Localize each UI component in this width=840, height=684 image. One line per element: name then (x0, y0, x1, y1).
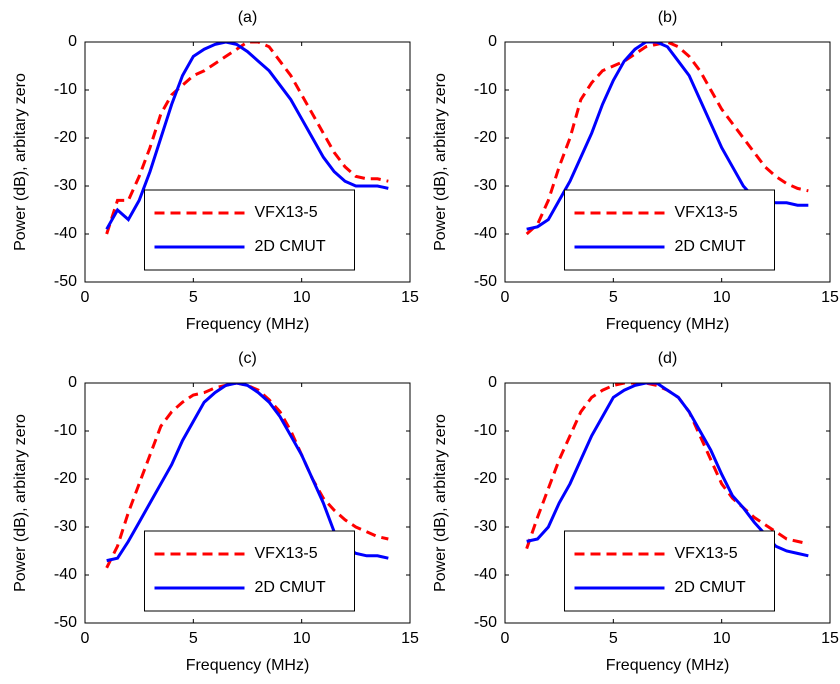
y-tick-label: 0 (488, 33, 497, 50)
series-line (525, 383, 809, 550)
y-tick-label: -40 (54, 566, 77, 583)
y-tick-label: -50 (54, 614, 77, 631)
legend-label: VFX13-5 (255, 545, 318, 562)
x-axis-label: Frequency (MHz) (186, 657, 310, 674)
axes-box (84, 382, 411, 624)
x-tick-label: 15 (401, 289, 419, 306)
x-tick-label: 0 (81, 289, 90, 306)
subplot-title: (d) (658, 350, 678, 367)
legend: VFX13-5 2D CMUT (564, 189, 775, 271)
legend-box (144, 189, 355, 271)
subplot: (a) Frequency (MHz) Power (dB), arbitary z… (12, 9, 419, 333)
x-tick-label: 10 (293, 630, 311, 647)
legend-label: 2D CMUT (255, 238, 326, 255)
y-tick-label: -20 (474, 470, 497, 487)
legend-label: VFX13-5 (255, 204, 318, 221)
subplot: (b) Frequency (MHz) Power (dB), arbitary z… (432, 9, 839, 333)
y-tick-label: 0 (68, 33, 77, 50)
y-tick-label: -40 (54, 225, 77, 242)
x-tick-label: 5 (609, 630, 618, 647)
y-tick-label: -20 (54, 470, 77, 487)
y-tick-label: -50 (54, 273, 77, 290)
legend-label: 2D CMUT (675, 238, 746, 255)
y-tick-label: -20 (54, 129, 77, 146)
legend-label: VFX13-5 (675, 204, 738, 221)
subplot: (c) Frequency (MHz) Power (dB), arbitary z… (12, 350, 419, 674)
legend: VFX13-5 2D CMUT (144, 189, 355, 271)
y-tick-label: -20 (474, 129, 497, 146)
legend-label: 2D CMUT (255, 579, 326, 596)
series-line (105, 383, 389, 569)
x-tick-label: 15 (821, 630, 839, 647)
axes-box (84, 41, 411, 283)
subplot-title: (b) (658, 9, 678, 26)
x-tick-label: 0 (501, 630, 510, 647)
y-axis-label: Power (dB), arbitary zero (12, 414, 29, 592)
y-tick-label: -10 (474, 81, 497, 98)
x-axis-label: Frequency (MHz) (606, 316, 730, 333)
legend-box (144, 530, 355, 612)
axes-box (504, 382, 831, 624)
y-tick-label: -30 (474, 177, 497, 194)
x-axis-label: Frequency (MHz) (606, 657, 730, 674)
y-tick-label: -50 (474, 614, 497, 631)
subplot: (d) Frequency (MHz) Power (dB), arbitary z… (432, 350, 839, 674)
x-tick-label: 0 (81, 630, 90, 647)
x-tick-label: 15 (821, 289, 839, 306)
y-axis-label: Power (dB), arbitary zero (432, 73, 449, 251)
legend-box (564, 530, 775, 612)
subplot-title: (c) (238, 350, 257, 367)
x-tick-label: 15 (401, 630, 419, 647)
legend: VFX13-5 2D CMUT (564, 530, 775, 612)
legend: VFX13-5 2D CMUT (144, 530, 355, 612)
legend-label: 2D CMUT (675, 579, 746, 596)
y-tick-label: -40 (474, 566, 497, 583)
y-tick-label: -50 (474, 273, 497, 290)
y-tick-label: 0 (68, 374, 77, 391)
legend-label: VFX13-5 (675, 545, 738, 562)
y-tick-label: -30 (54, 518, 77, 535)
subplot-title: (a) (238, 9, 258, 26)
y-tick-label: -40 (474, 225, 497, 242)
y-tick-label: -30 (474, 518, 497, 535)
y-tick-label: -10 (54, 422, 77, 439)
x-axis-label: Frequency (MHz) (186, 316, 310, 333)
series-line (105, 42, 389, 230)
x-tick-label: 5 (189, 630, 198, 647)
x-tick-label: 10 (713, 289, 731, 306)
series-line (526, 383, 809, 558)
y-tick-label: -10 (474, 422, 497, 439)
axes-box (504, 41, 831, 283)
y-axis-label: Power (dB), arbitary zero (432, 414, 449, 592)
series-line (525, 42, 809, 236)
x-tick-label: 0 (501, 289, 510, 306)
x-tick-label: 5 (189, 289, 198, 306)
y-tick-label: -30 (54, 177, 77, 194)
x-tick-label: 10 (713, 630, 731, 647)
series-line (105, 42, 389, 235)
y-axis-label: Power (dB), arbitary zero (12, 73, 29, 251)
y-tick-label: -10 (54, 81, 77, 98)
y-tick-label: 0 (488, 374, 497, 391)
legend-box (564, 189, 775, 271)
x-tick-label: 5 (609, 289, 618, 306)
x-tick-label: 10 (293, 289, 311, 306)
